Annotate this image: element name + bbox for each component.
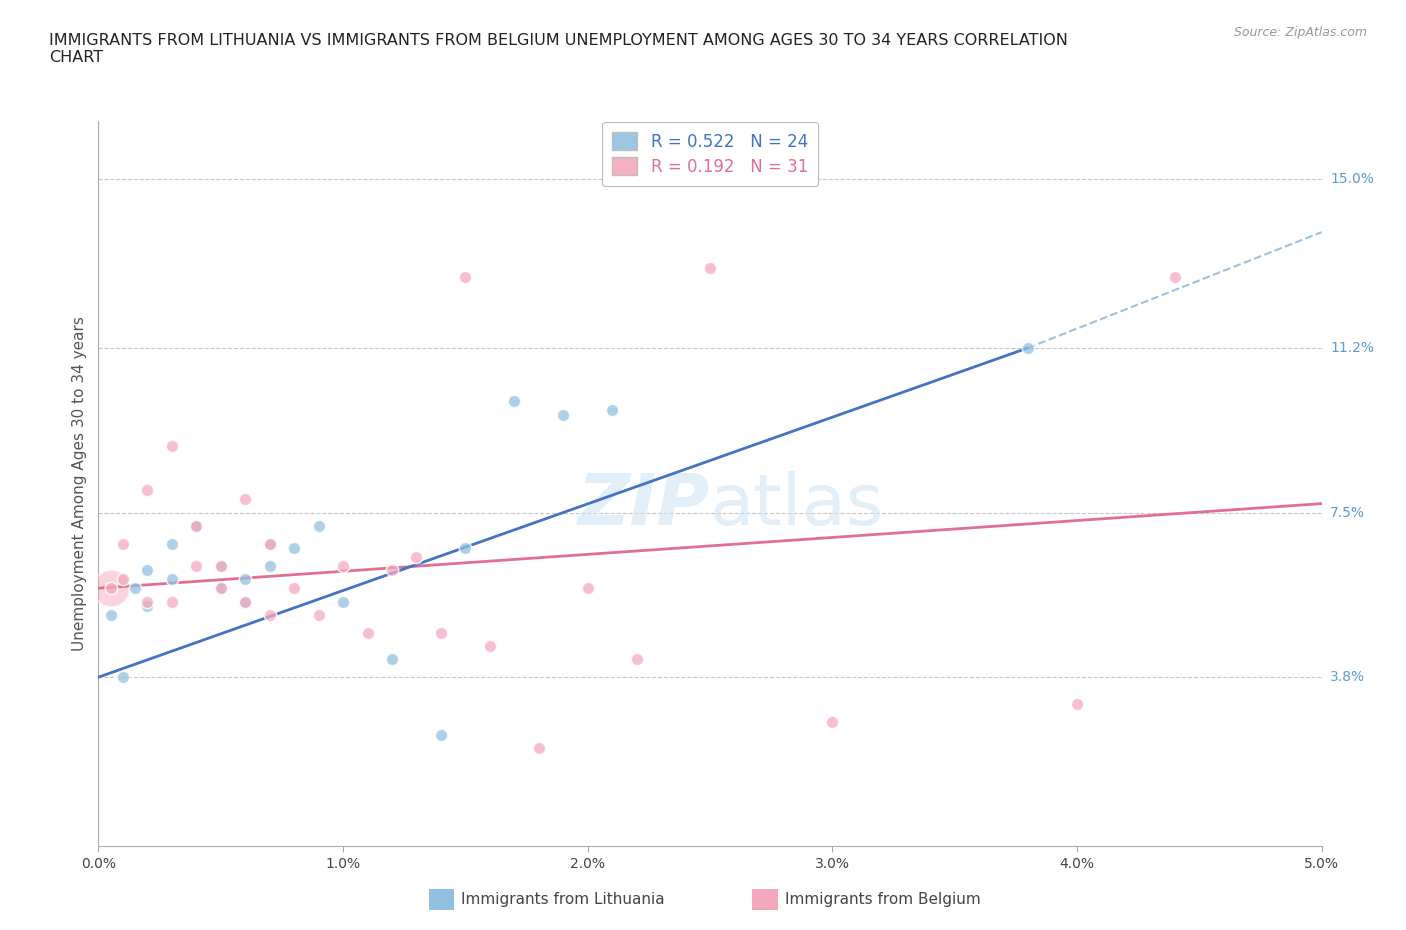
Text: Source: ZipAtlas.com: Source: ZipAtlas.com (1233, 26, 1367, 39)
Text: Immigrants from Belgium: Immigrants from Belgium (785, 892, 980, 907)
Point (209, 580, 232, 595)
Point (430, 727, 453, 742)
Point (136, 563, 159, 578)
Point (454, 269, 477, 284)
Point (111, 670, 134, 684)
Point (821, 714, 844, 729)
Point (111, 572, 134, 587)
Point (553, 407, 575, 422)
Text: 15.0%: 15.0% (1330, 172, 1374, 186)
Point (626, 652, 648, 667)
Point (1017, 340, 1039, 355)
Point (209, 559, 232, 574)
Text: Immigrants from Lithuania: Immigrants from Lithuania (461, 892, 665, 907)
Point (600, 403, 623, 418)
Point (160, 438, 183, 453)
Point (527, 741, 550, 756)
Point (503, 393, 526, 408)
Point (576, 580, 599, 595)
Y-axis label: Unemployment Among Ages 30 to 34 years: Unemployment Among Ages 30 to 34 years (72, 316, 87, 651)
Point (100, 580, 122, 595)
Point (454, 540, 477, 555)
Point (233, 594, 256, 609)
Point (209, 580, 232, 595)
Point (308, 607, 330, 622)
Point (233, 594, 256, 609)
Point (111, 537, 134, 551)
Point (381, 563, 404, 578)
Point (1066, 697, 1088, 711)
Point (136, 483, 159, 498)
Point (259, 537, 281, 551)
Point (160, 594, 183, 609)
Point (160, 537, 183, 551)
Point (186, 518, 208, 533)
Point (356, 625, 378, 640)
Point (186, 559, 208, 574)
Point (136, 594, 159, 609)
Point (136, 599, 159, 614)
Point (430, 625, 453, 640)
Point (100, 607, 122, 622)
Point (259, 607, 281, 622)
Point (259, 537, 281, 551)
Point (124, 580, 146, 595)
Point (381, 652, 404, 667)
Point (209, 559, 232, 574)
Point (478, 639, 501, 654)
Text: 7.5%: 7.5% (1330, 506, 1365, 520)
Point (160, 572, 183, 587)
Point (100, 580, 122, 595)
Point (233, 572, 256, 587)
Point (233, 492, 256, 507)
Point (332, 559, 354, 574)
Point (699, 260, 721, 275)
Point (283, 580, 305, 595)
Text: IMMIGRANTS FROM LITHUANIA VS IMMIGRANTS FROM BELGIUM UNEMPLOYMENT AMONG AGES 30 : IMMIGRANTS FROM LITHUANIA VS IMMIGRANTS … (49, 33, 1069, 65)
Text: ZIP: ZIP (578, 471, 710, 539)
Point (405, 550, 427, 565)
Point (283, 540, 305, 555)
Point (1164, 269, 1187, 284)
Point (186, 518, 208, 533)
Text: 11.2%: 11.2% (1330, 341, 1374, 355)
Point (259, 559, 281, 574)
Legend: R = 0.522   N = 24, R = 0.192   N = 31: R = 0.522 N = 24, R = 0.192 N = 31 (602, 122, 818, 186)
Text: atlas: atlas (710, 471, 884, 539)
Point (308, 518, 330, 533)
Point (332, 594, 354, 609)
Text: 3.8%: 3.8% (1330, 671, 1365, 684)
